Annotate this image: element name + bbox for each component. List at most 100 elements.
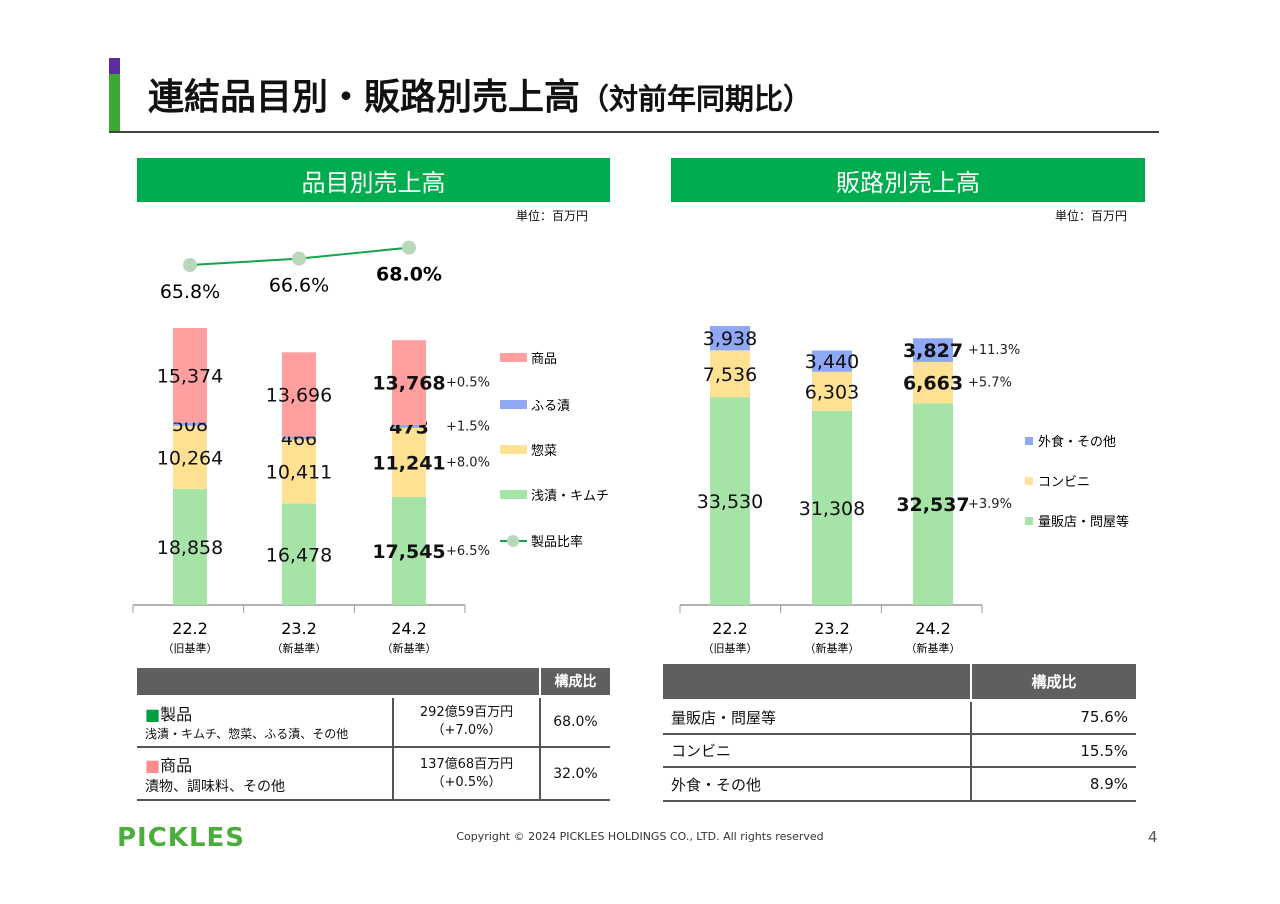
bar-segment xyxy=(173,422,207,426)
yoy-label: +3.9% xyxy=(968,497,1012,512)
yoy-label: +5.7% xyxy=(968,376,1012,391)
legend-swatch xyxy=(1025,517,1033,525)
channel-sales-chart: 33,530 7,536 3,938 22.2 （旧基準） 31,308 6,303 3,44… xyxy=(679,325,1129,655)
title-accent-bar xyxy=(109,58,120,132)
data-label: 3,938 xyxy=(703,328,757,350)
row-amount: 292億59百万円 xyxy=(419,704,514,720)
category-sublabel: （旧基準） xyxy=(703,641,758,655)
ratio-marker xyxy=(402,240,416,255)
page-title: 連結品目別・販路別売上高（対前年同期比） xyxy=(148,68,812,120)
legend-swatch xyxy=(500,490,527,499)
category-label: 22.2 xyxy=(172,619,208,638)
row-desc: 漬物、調味料、その他 xyxy=(145,778,285,795)
title-accent-top xyxy=(109,58,120,74)
legend-label: 製品比率 xyxy=(531,534,583,550)
yoy-label: +1.5% xyxy=(446,419,490,434)
legend-swatch xyxy=(500,353,527,362)
title-suffix: （対前年同期比） xyxy=(580,82,813,116)
company-logo: PICKLES xyxy=(117,823,246,853)
data-label: 3,827 xyxy=(903,340,963,362)
data-label: 31,308 xyxy=(799,498,865,520)
bar-segment xyxy=(913,361,953,404)
row-change: （+0.5%） xyxy=(431,774,502,790)
table-row: ■製品 浅漬・キムチ、惣菜、ふる漬、その他 292億59百万円 （+7.0%） 68… xyxy=(137,696,610,748)
bar-segment xyxy=(812,350,852,372)
bar-segment xyxy=(173,425,207,489)
bar-segment xyxy=(282,352,316,437)
legend-swatch xyxy=(500,445,527,454)
header-blank xyxy=(663,664,971,702)
row-name: コンビニ xyxy=(663,734,971,768)
data-label: 10,411 xyxy=(266,462,332,484)
section-header-items: 品目別売上高 xyxy=(137,158,610,202)
category-sublabel: （新基準） xyxy=(382,641,437,655)
data-label: 18,858 xyxy=(157,537,223,559)
legend-label: 商品 xyxy=(531,352,557,367)
row-ratio: 68.0% xyxy=(539,696,610,748)
data-label: 13,768 xyxy=(372,373,445,395)
bar-segment xyxy=(282,436,316,440)
goods-swatch: ■ xyxy=(145,755,161,775)
bar-segment xyxy=(392,427,426,498)
item-sales-chart: 18,85810,26450815,37422.2（旧基準）16,47810,4… xyxy=(132,240,609,655)
row-ratio: 32.0% xyxy=(539,747,610,801)
bar-segment xyxy=(173,488,207,605)
row-ratio: 75.6% xyxy=(970,700,1136,735)
legend-swatch xyxy=(1025,477,1033,485)
data-label: 11,241 xyxy=(372,452,445,474)
channel-composition-table: 構成比 量販店・問屋等 75.6% コンビニ 15.5% 外食・その他 8.9% xyxy=(663,664,1136,802)
bar-segment xyxy=(282,503,316,605)
ratio-label: 65.8% xyxy=(160,281,220,303)
copyright: Copyright © 2024 PICKLES HOLDINGS CO., L… xyxy=(456,830,824,843)
legend-label: 外食・その他 xyxy=(1038,434,1116,450)
row-ratio: 8.9% xyxy=(970,767,1136,802)
row-amount: 137億68百万円 xyxy=(419,756,514,772)
title-divider xyxy=(109,131,1159,133)
category-sublabel: （新基準） xyxy=(805,641,860,655)
legend-label: ふる漬 xyxy=(531,399,570,414)
yoy-label: +8.0% xyxy=(446,455,490,470)
bar-segment xyxy=(710,350,750,398)
category-label: 23.2 xyxy=(281,619,317,638)
legend-swatch xyxy=(500,400,527,409)
legend-label: 浅漬・キムチ xyxy=(531,489,609,504)
data-label: 33,530 xyxy=(697,491,763,513)
unit-label-right: 単位：百万円 xyxy=(1055,209,1128,223)
data-label: 7,536 xyxy=(703,364,757,386)
row-ratio: 15.5% xyxy=(970,734,1136,768)
page-number: 4 xyxy=(1148,828,1158,846)
bar-segment xyxy=(392,424,426,428)
unit-label-left: 単位：百万円 xyxy=(516,209,589,223)
category-sublabel: （旧基準） xyxy=(163,641,218,655)
row-desc: 浅漬・キムチ、惣菜、ふる漬、その他 xyxy=(145,727,349,742)
table-row: コンビニ 15.5% xyxy=(663,734,1136,768)
ratio-label: 66.6% xyxy=(269,275,329,297)
header-ratio: 構成比 xyxy=(970,664,1136,702)
row-name: 製品 xyxy=(160,705,193,725)
ratio-marker xyxy=(183,258,197,272)
data-label: 15,374 xyxy=(157,365,223,387)
bar-segment xyxy=(913,403,953,605)
legend-label: コンビニ xyxy=(1038,475,1090,490)
bar-segment xyxy=(710,397,750,605)
data-label: 32,537 xyxy=(896,494,969,516)
table-row: ■商品 漬物、調味料、その他 137億68百万円 （+0.5%） 32.0% xyxy=(137,747,610,801)
header-blank xyxy=(137,668,540,698)
category-label: 22.2 xyxy=(712,619,748,638)
header-ratio: 構成比 xyxy=(539,668,610,698)
ratio-label: 68.0% xyxy=(376,264,442,286)
yoy-label: +11.3% xyxy=(968,343,1020,358)
data-label: 6,663 xyxy=(903,373,963,395)
table-row: 量販店・問屋等 75.6% xyxy=(663,700,1136,735)
bar-segment xyxy=(282,439,316,504)
row-name: 量販店・問屋等 xyxy=(663,700,971,735)
product-swatch: ■ xyxy=(145,705,161,725)
title-main: 連結品目別・販路別売上高 xyxy=(148,77,581,118)
category-label: 23.2 xyxy=(814,619,850,638)
data-label: 3,440 xyxy=(805,351,859,373)
bar-segment xyxy=(913,338,953,362)
category-sublabel: （新基準） xyxy=(906,641,961,655)
data-label: 17,545 xyxy=(372,541,445,563)
data-label: 6,303 xyxy=(805,381,859,403)
yoy-label: +0.5% xyxy=(446,376,490,391)
